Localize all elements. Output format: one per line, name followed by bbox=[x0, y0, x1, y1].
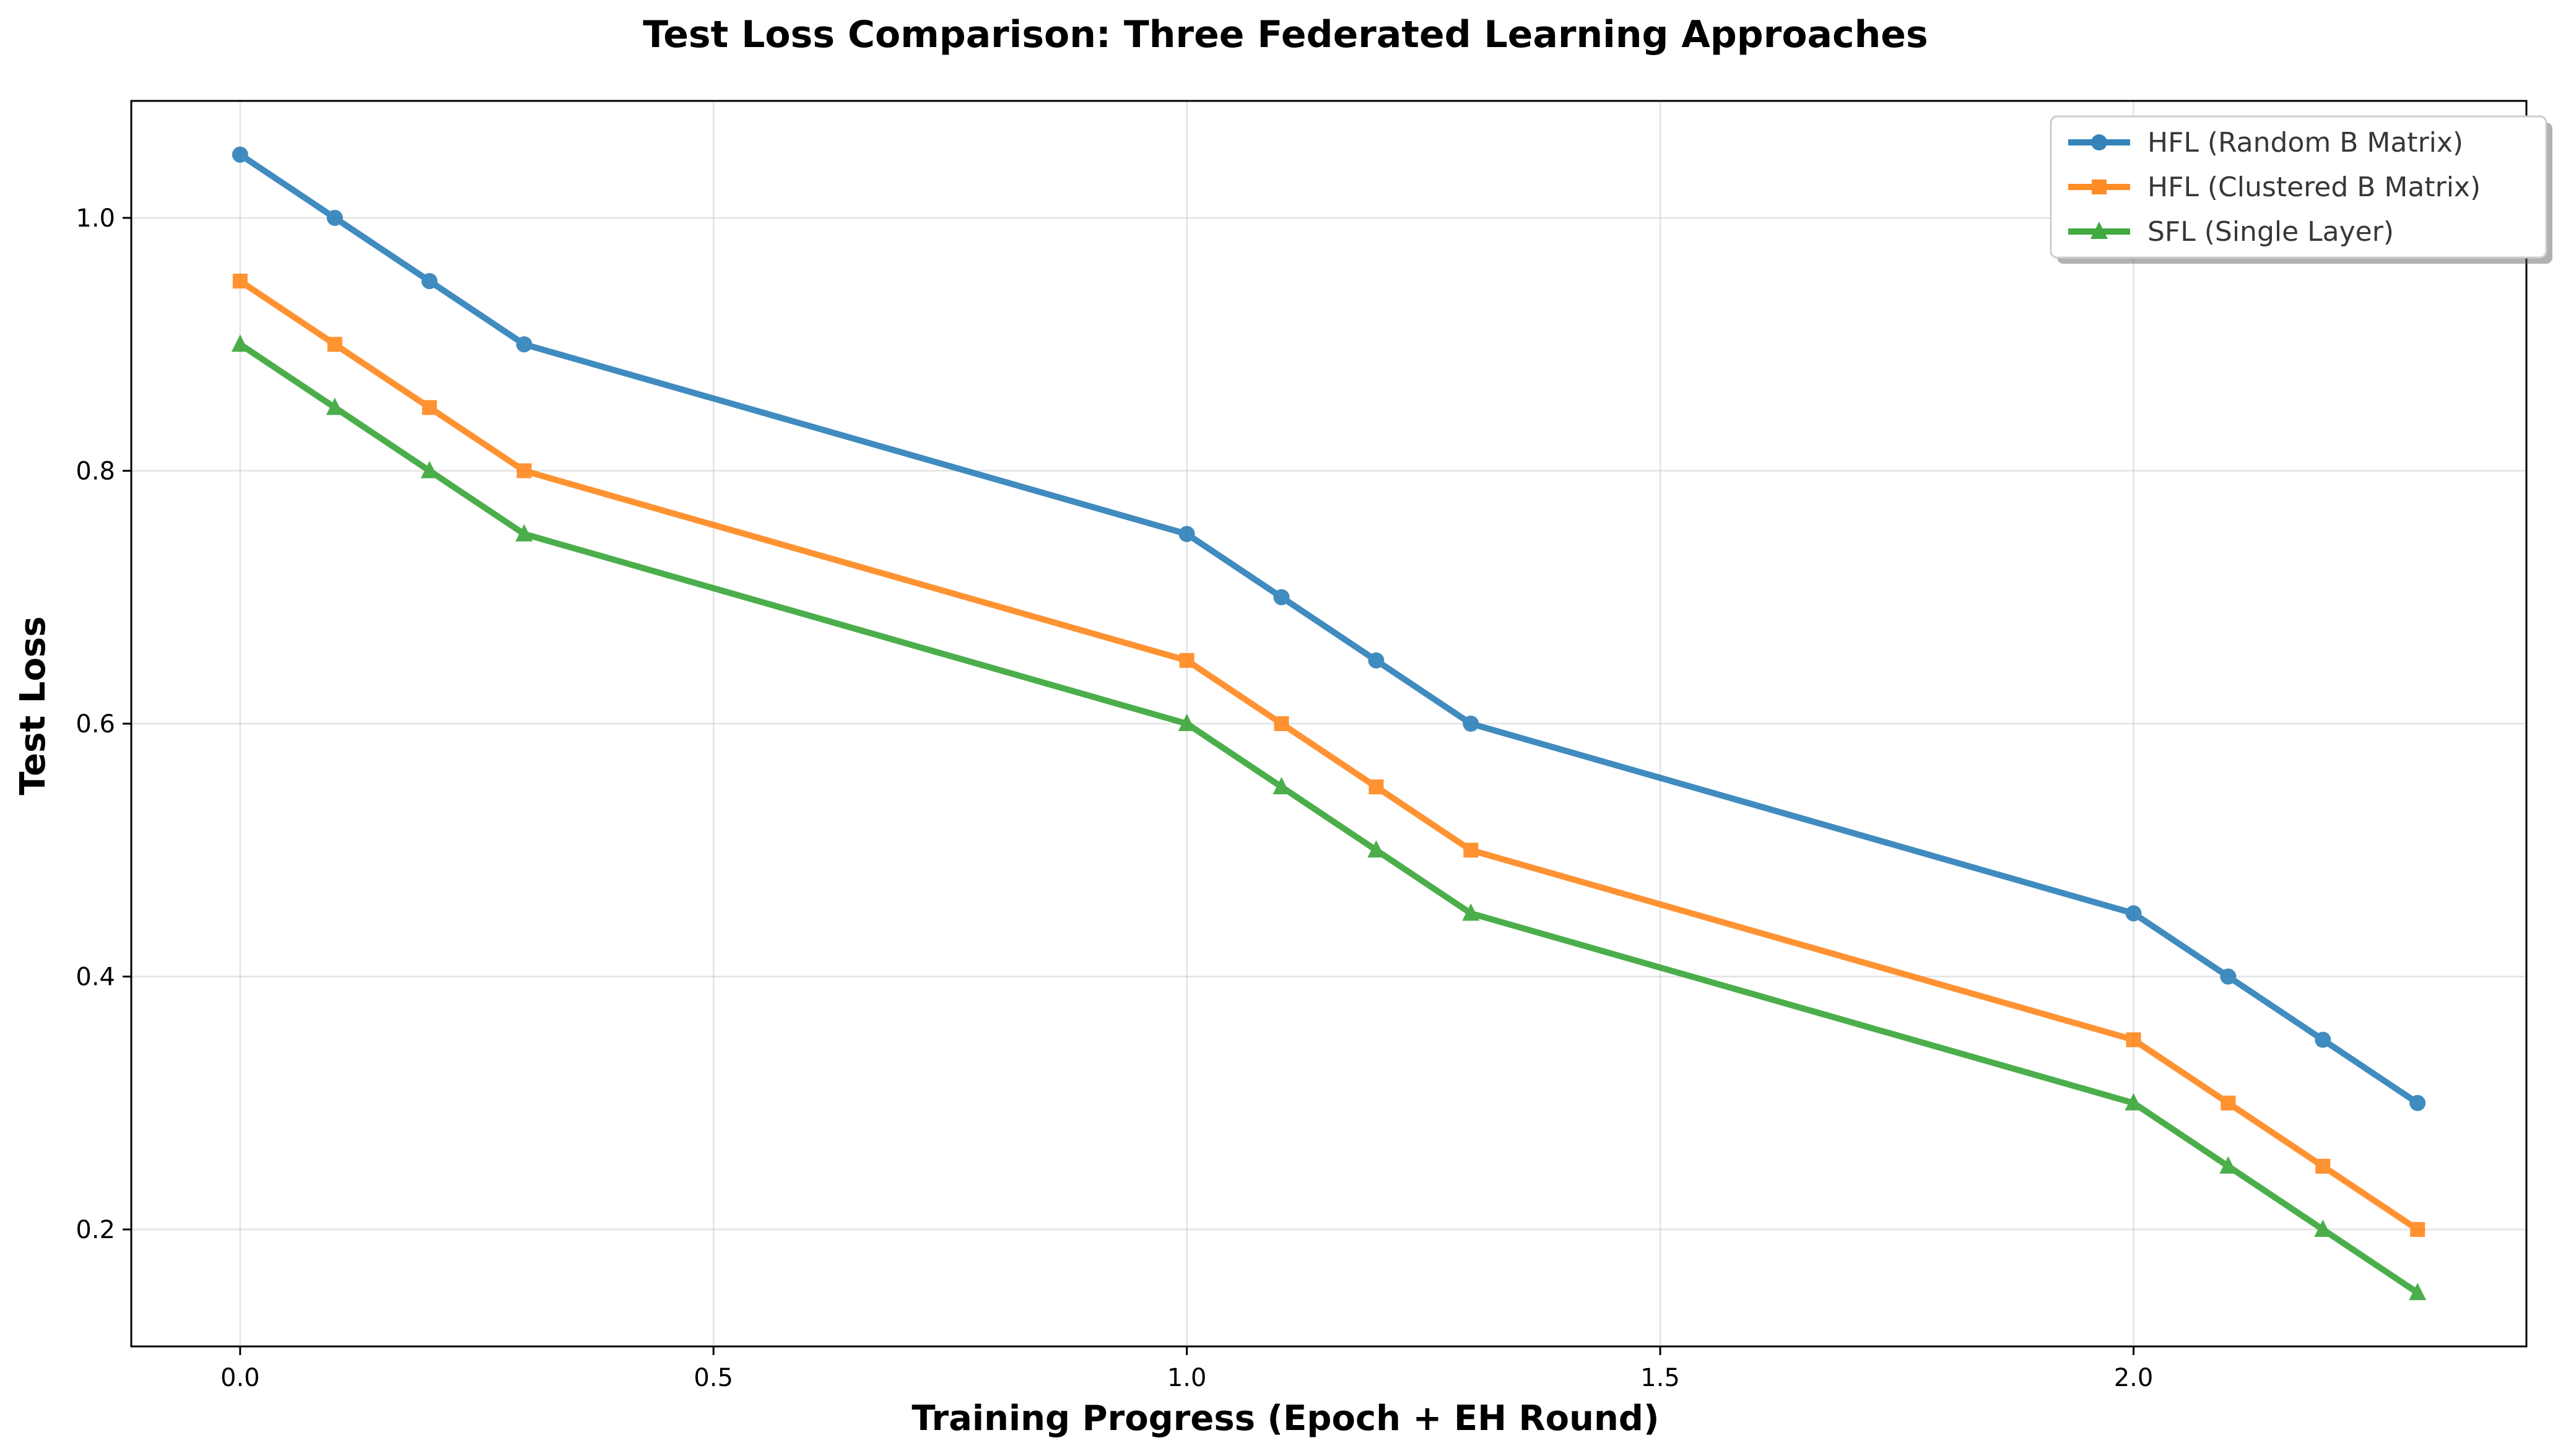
y-tick-label: 0.4 bbox=[76, 963, 115, 992]
series-1 bbox=[232, 146, 2426, 1111]
data-point bbox=[327, 337, 342, 352]
data-point bbox=[515, 524, 533, 542]
data-point bbox=[2125, 905, 2142, 922]
x-tick-label: 0.0 bbox=[220, 1364, 260, 1392]
y-tick-label: 0.6 bbox=[76, 710, 115, 739]
data-point bbox=[2220, 968, 2237, 985]
data-point bbox=[2409, 1094, 2426, 1111]
x-tick-label: 1.0 bbox=[1167, 1364, 1207, 1392]
data-point bbox=[1463, 843, 1479, 858]
data-point bbox=[1274, 716, 1289, 731]
data-point bbox=[2314, 1220, 2332, 1237]
data-point bbox=[516, 463, 532, 479]
y-axis-title: Test Loss bbox=[13, 616, 53, 795]
chart-title: Test Loss Comparison: Three Federated Le… bbox=[643, 13, 1928, 56]
y-tick-label: 0.2 bbox=[76, 1216, 115, 1244]
data-point bbox=[516, 336, 533, 353]
data-point bbox=[1462, 903, 1480, 921]
data-point bbox=[1463, 716, 1479, 732]
series-line bbox=[237, 278, 2421, 1233]
series-3 bbox=[231, 334, 2427, 1301]
data-point bbox=[2409, 1283, 2427, 1301]
legend-label: HFL (Random B Matrix) bbox=[2147, 127, 2463, 158]
y-tick-label: 0.8 bbox=[76, 457, 115, 485]
x-tick-label: 0.5 bbox=[694, 1364, 733, 1392]
data-point bbox=[2219, 1156, 2237, 1174]
data-point bbox=[231, 334, 249, 352]
x-tick-label: 1.5 bbox=[1640, 1364, 1680, 1392]
data-point bbox=[2410, 1222, 2425, 1237]
legend-item: HFL (Clustered B Matrix) bbox=[2068, 171, 2481, 203]
data-point bbox=[1368, 779, 1384, 795]
series-2 bbox=[232, 274, 2425, 1237]
data-point bbox=[2315, 1031, 2331, 1048]
data-point bbox=[1178, 714, 1196, 731]
legend-label: SFL (Single Layer) bbox=[2147, 216, 2394, 248]
data-point bbox=[326, 209, 343, 226]
data-point bbox=[1178, 526, 1195, 542]
data-point bbox=[232, 146, 248, 163]
legend: HFL (Random B Matrix) HFL (Clustered B Ma… bbox=[2050, 115, 2552, 264]
data-point bbox=[1273, 589, 1290, 605]
data-point bbox=[2126, 1032, 2141, 1047]
data-point bbox=[326, 397, 344, 415]
legend-box bbox=[2050, 115, 2547, 259]
legend-label: HFL (Clustered B Matrix) bbox=[2147, 171, 2481, 203]
legend-item: SFL (Single Layer) bbox=[2068, 216, 2394, 248]
data-point bbox=[422, 400, 437, 415]
data-point bbox=[2315, 1158, 2331, 1174]
series-line bbox=[237, 341, 2421, 1296]
data-point bbox=[2125, 1093, 2142, 1111]
y-tick-label: 1.0 bbox=[76, 204, 115, 233]
data-point bbox=[1272, 777, 1290, 795]
data-point bbox=[2221, 1095, 2236, 1111]
data-point bbox=[421, 273, 438, 290]
axes: 0.0 0.5 1.0 1.5 2.0 0.2 0.4 0.6 0.8 1.0 bbox=[76, 204, 2153, 1392]
legend-marker bbox=[2092, 180, 2107, 194]
x-axis-title: Training Progress (Epoch + EH Round) bbox=[911, 1398, 1659, 1439]
legend-item: HFL (Random B Matrix) bbox=[2068, 127, 2463, 158]
series-line bbox=[237, 151, 2421, 1106]
data-point bbox=[1179, 652, 1194, 668]
legend-marker bbox=[2091, 134, 2107, 150]
legend-marker bbox=[2090, 222, 2108, 239]
data-point bbox=[1367, 840, 1385, 858]
data-point bbox=[420, 461, 438, 479]
series-group bbox=[231, 146, 2427, 1301]
x-tick-label: 2.0 bbox=[2114, 1364, 2154, 1392]
data-point bbox=[1368, 652, 1385, 669]
data-point bbox=[232, 274, 248, 289]
